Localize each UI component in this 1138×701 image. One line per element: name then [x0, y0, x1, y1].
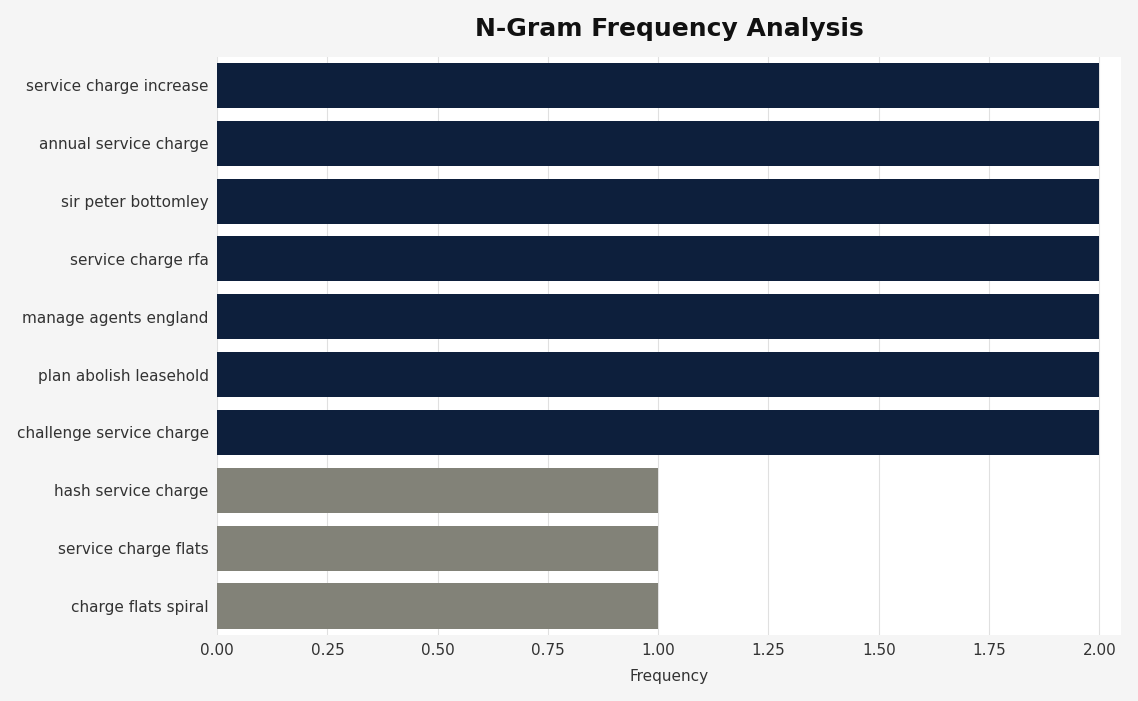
Bar: [217, 352, 1099, 397]
Bar: [217, 583, 658, 629]
Bar: [217, 294, 1099, 339]
Bar: [217, 179, 1099, 224]
Bar: [217, 410, 1099, 455]
Title: N-Gram Frequency Analysis: N-Gram Frequency Analysis: [475, 17, 864, 41]
Bar: [217, 121, 1099, 166]
Bar: [217, 236, 1099, 282]
Bar: [217, 63, 1099, 108]
Bar: [217, 526, 658, 571]
Bar: [217, 468, 658, 513]
X-axis label: Frequency: Frequency: [629, 669, 709, 684]
